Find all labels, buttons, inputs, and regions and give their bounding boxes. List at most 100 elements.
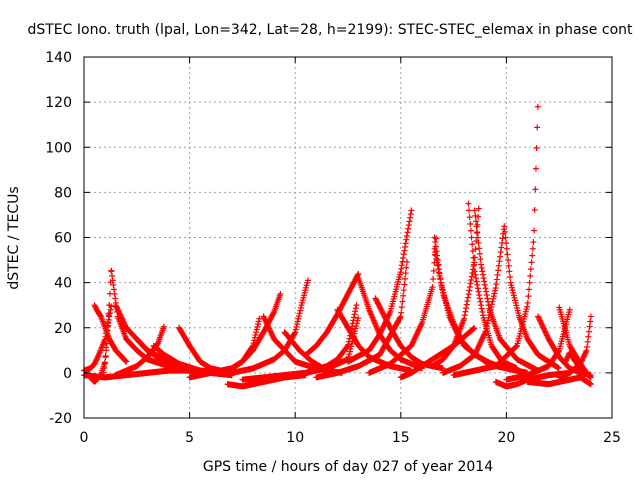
data-point [111,290,118,297]
data-point [465,291,472,298]
data-point [585,328,592,335]
data-point [119,317,126,324]
data-point [478,302,485,309]
data-point [114,306,121,313]
data-point [402,240,409,247]
data-point [473,278,480,285]
data-point [437,276,444,283]
data-point [109,272,116,279]
data-point [122,357,129,364]
data-point [532,186,539,193]
data-point [101,364,108,371]
data-point [118,314,125,321]
y-tick-label: 40 [54,276,72,292]
data-point [506,273,513,280]
data-point [116,310,123,317]
data-point [462,308,469,315]
data-point [476,245,483,252]
data-point [463,301,470,308]
data-point [479,271,486,278]
data-point [252,331,259,338]
data-point [478,305,485,312]
data-point [528,259,535,266]
data-point [532,165,539,172]
data-point [97,312,104,319]
y-tick-label: 140 [45,50,72,66]
data-point [478,261,485,268]
data-point [474,285,481,292]
data-point [110,281,117,288]
data-point [407,211,414,218]
data-point [498,244,505,251]
data-point [477,256,484,263]
data-point [106,313,113,320]
data-point [91,360,98,367]
data-point [119,315,126,322]
data-point [491,287,498,294]
data-point [492,285,499,292]
data-point [482,285,489,292]
data-point [436,269,443,276]
data-point [94,354,101,361]
data-point [254,323,261,330]
data-point [400,251,407,258]
x-tick-label: 10 [286,430,304,446]
data-point [527,272,534,279]
data-point [585,333,592,340]
data-point [504,251,511,258]
data-point [402,275,409,282]
data-point [106,302,113,309]
data-point [533,145,540,152]
data-point [491,290,498,297]
data-point [476,292,483,299]
data-point [398,304,405,311]
data-points [81,103,594,390]
data-point [101,360,108,367]
data-point [465,200,472,207]
data-point [534,103,541,110]
data-point [464,298,471,305]
data-point [352,305,359,312]
data-point [117,311,124,318]
data-point [490,295,497,302]
data-point [120,318,127,325]
data-point [494,271,501,278]
data-point [93,356,100,363]
data-point [103,347,110,354]
data-point [534,124,541,131]
y-axis-title: dSTEC / TECUs [6,186,22,289]
data-point [405,222,412,229]
data-point [464,294,471,301]
data-point [463,305,470,312]
data-point [483,292,490,299]
data-point [110,286,117,293]
data-point [402,270,409,277]
data-point [497,249,504,256]
data-point [499,235,506,242]
data-point [531,227,538,234]
data-point [398,265,405,272]
data-point [402,243,409,250]
data-point [120,319,127,326]
data-point [112,302,119,309]
data-point [466,214,473,221]
data-point [477,298,484,305]
y-tick-label: 100 [45,140,72,156]
data-point [481,278,488,285]
data-point [353,302,360,309]
data-point [92,303,99,310]
data-point [102,354,109,361]
data-point [404,229,411,236]
data-point [503,245,510,252]
y-tick-label: 80 [54,185,72,201]
data-point [530,239,537,246]
chart-title: dSTEC Iono. truth (lpal, Lon=342, Lat=28… [27,22,633,38]
data-point [525,286,532,293]
data-point [400,287,407,294]
data-point [586,323,593,330]
data-point [253,329,260,336]
data-point [531,206,538,213]
data-point [527,266,534,273]
data-point [107,306,114,313]
